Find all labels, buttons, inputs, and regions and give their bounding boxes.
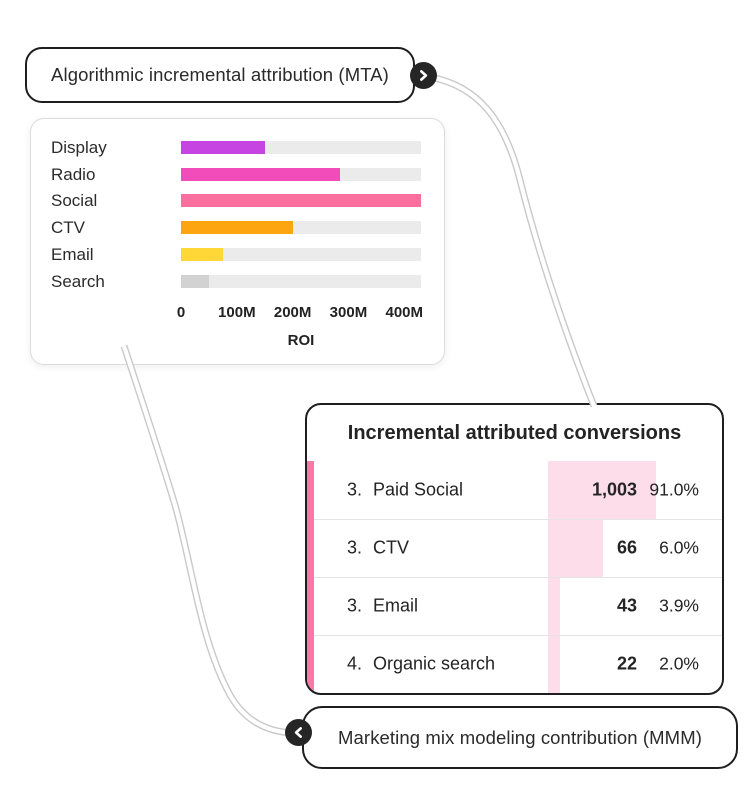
chevron-right-icon[interactable] xyxy=(410,62,437,89)
connector-chart-to-mmm xyxy=(120,344,298,737)
roi-bar-chart-card: Display Radio Social CTV Email Search 0 100M 20… xyxy=(30,118,445,365)
chart-category-label: Social xyxy=(51,191,98,211)
bar-fill-search xyxy=(181,274,209,288)
roi-axis-title: ROI xyxy=(287,332,315,349)
chevron-left-icon[interactable] xyxy=(285,719,312,746)
conversions-table-rows: 3. Paid Social 1,003 91.0% 3. CTV 66 6.0% 3. Emai… xyxy=(307,461,722,693)
conversions-value: 66 xyxy=(616,537,637,558)
share-percentage: 2.0% xyxy=(659,653,699,674)
channel-label: 3. CTV xyxy=(347,537,409,558)
row-separator xyxy=(314,519,722,520)
chevron-left-glyph xyxy=(294,727,302,738)
mta-pill-label: Algorithmic incremental attribution (MTA… xyxy=(51,64,389,85)
bar-track xyxy=(181,221,421,235)
connector-mta-to-table xyxy=(429,73,598,408)
row-highlight-band xyxy=(548,635,560,693)
chart-row-email: Email xyxy=(31,244,444,264)
bar-fill-email xyxy=(181,247,223,261)
mta-pill[interactable]: Algorithmic incremental attribution (MTA… xyxy=(25,47,415,103)
chart-row-radio: Radio xyxy=(31,164,444,184)
chart-row-ctv: CTV xyxy=(31,218,444,238)
table-row[interactable]: 3. CTV 66 6.0% xyxy=(307,519,722,577)
x-axis-tick: 100M xyxy=(218,304,256,321)
channel-label: 3. Email xyxy=(347,595,419,616)
share-percentage: 91.0% xyxy=(649,479,699,500)
conversions-table-card: Incremental attributed conversions 3. Pai… xyxy=(305,403,724,695)
chart-category-label: CTV xyxy=(51,218,85,238)
row-separator xyxy=(314,635,722,636)
table-row[interactable]: 4. Organic search 22 2.0% xyxy=(307,635,722,693)
conversions-value: 22 xyxy=(616,653,637,674)
conversions-value: 43 xyxy=(616,595,637,616)
chart-row-social: Social xyxy=(31,191,444,211)
bar-track xyxy=(181,167,421,181)
x-axis-tick: 400M xyxy=(385,304,424,321)
conversions-value: 1,003 xyxy=(591,479,637,500)
channel-rank: 4. xyxy=(347,653,363,674)
mmm-pill-label: Marketing mix modeling contribution (MMM… xyxy=(338,726,702,748)
channel-rank: 3. xyxy=(347,537,363,558)
bar-track xyxy=(181,247,421,261)
bar-fill-radio xyxy=(181,167,340,181)
bar-fill-display xyxy=(181,141,265,154)
bar-fill-social xyxy=(181,194,421,208)
channel-label: 4. Organic search xyxy=(347,653,496,674)
mmm-pill[interactable]: Marketing mix modeling contribution (MMM… xyxy=(302,706,738,769)
bar-track xyxy=(181,274,421,288)
chart-category-label: Search xyxy=(51,271,105,291)
x-axis-tick: 300M xyxy=(329,304,368,321)
table-row[interactable]: 3. Paid Social 1,003 91.0% xyxy=(307,461,722,519)
chart-category-label: Email xyxy=(51,244,94,264)
conversions-table-title: Incremental attributed conversions xyxy=(347,421,682,444)
bar-track xyxy=(181,194,421,208)
channel-rank: 3. xyxy=(347,595,363,616)
share-percentage: 3.9% xyxy=(659,595,699,616)
row-separator xyxy=(314,577,722,578)
chart-row-display: Display xyxy=(31,138,444,157)
pink-accent-strip xyxy=(307,461,314,693)
chart-category-label: Display xyxy=(51,138,107,157)
row-highlight-band xyxy=(548,461,656,519)
chevron-right-glyph xyxy=(420,70,428,81)
chart-row-search: Search xyxy=(31,271,444,291)
table-row[interactable]: 3. Email 43 3.9% xyxy=(307,577,722,635)
bar-fill-ctv xyxy=(181,221,293,235)
channel-rank: 3. xyxy=(347,479,363,500)
x-axis-tick: 200M xyxy=(273,304,312,321)
x-axis-tick: 0 xyxy=(176,304,186,321)
chart-category-label: Radio xyxy=(51,164,96,184)
row-highlight-band xyxy=(548,519,603,577)
bar-track xyxy=(181,141,421,154)
channel-label: 3. Paid Social xyxy=(347,479,464,500)
row-highlight-band xyxy=(548,577,560,635)
share-percentage: 6.0% xyxy=(659,537,699,558)
